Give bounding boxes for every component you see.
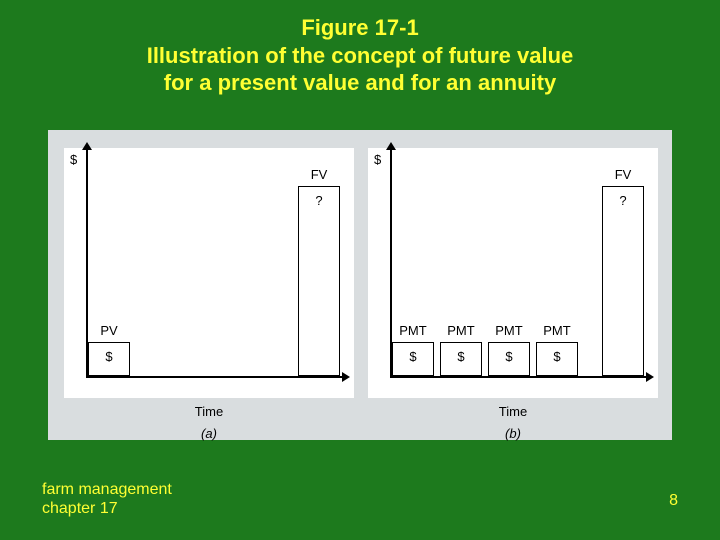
bar-inner-label: ? <box>603 193 643 208</box>
title-line-3: for a present value and for an annuity <box>0 69 720 97</box>
bar-pv: $ <box>88 342 130 376</box>
footer-left: farm management chapter 17 <box>42 481 172 518</box>
bar-pmt: $ <box>392 342 434 376</box>
bar-top-label: FV <box>298 167 340 182</box>
title-line-1: Figure 17-1 <box>0 14 720 42</box>
page-number: 8 <box>669 492 678 510</box>
x-axis-arrow-icon <box>646 372 654 382</box>
bar-top-label: PMT <box>488 323 530 338</box>
x-axis <box>86 376 344 378</box>
bar-top-label: PV <box>88 323 130 338</box>
panel-b: $Time(b)$PMT$PMT$PMT$PMT?FV <box>368 148 658 398</box>
bar-inner-label: $ <box>489 349 529 364</box>
x-axis <box>390 376 648 378</box>
bar-inner-label: $ <box>441 349 481 364</box>
bar-top-label: FV <box>602 167 644 182</box>
bar-pmt: $ <box>536 342 578 376</box>
bar-inner-label: $ <box>393 349 433 364</box>
bar-pmt: $ <box>488 342 530 376</box>
panel-sublabel: (a) <box>201 426 217 441</box>
bar-top-label: PMT <box>440 323 482 338</box>
bar-inner-label: $ <box>537 349 577 364</box>
y-axis-arrow-icon <box>386 142 396 150</box>
bar-fv: ? <box>298 186 340 376</box>
footer-left-line2: chapter 17 <box>42 500 172 518</box>
bar-inner-label: ? <box>299 193 339 208</box>
title-line-2: Illustration of the concept of future va… <box>0 42 720 70</box>
bar-inner-label: $ <box>89 349 129 364</box>
footer-left-line1: farm management <box>42 481 172 499</box>
panel-a: $Time(a)$PV?FV <box>64 148 354 398</box>
bar-top-label: PMT <box>536 323 578 338</box>
bar-top-label: PMT <box>392 323 434 338</box>
figure-title: Figure 17-1 Illustration of the concept … <box>0 0 720 97</box>
x-axis-arrow-icon <box>342 372 350 382</box>
y-axis-arrow-icon <box>82 142 92 150</box>
panel-sublabel: (b) <box>505 426 521 441</box>
figure-area: $ Time (a) $ PV? FV $ Time (b) $ PMT $ PMT $ PMT $ PMT? F… <box>48 130 672 440</box>
y-axis-label: $ <box>70 152 77 167</box>
bar-fv: ? <box>602 186 644 376</box>
y-axis-label: $ <box>374 152 381 167</box>
x-axis-label: Time <box>499 404 527 419</box>
bar-pmt: $ <box>440 342 482 376</box>
x-axis-label: Time <box>195 404 223 419</box>
